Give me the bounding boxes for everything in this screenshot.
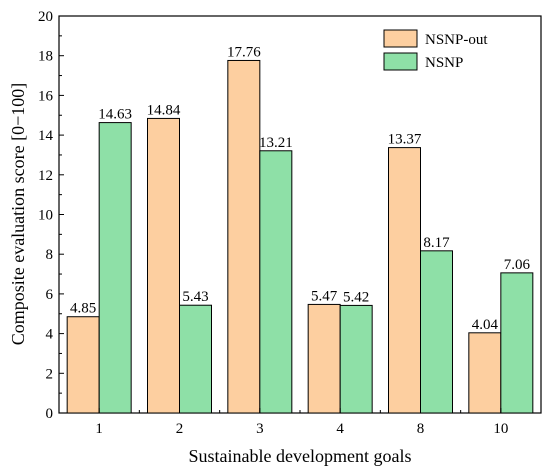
y-tick-label: 12 (38, 168, 53, 184)
legend: NSNP-out NSNP (383, 29, 488, 71)
bar-nsnp-goal-1 (98, 122, 132, 414)
bar-nsnp-out-goal-10 (468, 332, 502, 414)
data-label: 5.43 (182, 289, 208, 305)
data-label: 13.37 (388, 132, 422, 148)
bar-nsnp-out-goal-3 (227, 59, 261, 414)
y-tick-label: 6 (46, 287, 54, 303)
legend-label: NSNP (425, 55, 463, 71)
bar-nsnp-goal-2 (179, 304, 212, 414)
x-axis-title: Sustainable development goals (189, 446, 412, 466)
data-label: 8.17 (423, 235, 450, 251)
x-tick-label: 10 (493, 421, 508, 437)
data-label: 4.04 (472, 317, 499, 333)
y-tick-label: 10 (38, 208, 53, 224)
data-label: 14.84 (147, 102, 181, 118)
y-axis: 0 2 4 6 8 10 12 14 16 18 20 (38, 9, 64, 422)
bar-nsnp-goal-4 (339, 304, 373, 414)
x-tick-label: 2 (176, 421, 184, 437)
bar-nsnp-goal-3 (259, 150, 293, 414)
x-tick-label: 8 (417, 421, 425, 437)
data-label: 7.06 (504, 257, 531, 273)
legend-swatch-nsnp (383, 52, 418, 71)
bars-group (66, 59, 534, 414)
bar-nsnp-goal-8 (420, 250, 453, 414)
y-tick-label: 4 (46, 327, 54, 343)
y-tick-label: 0 (46, 406, 54, 422)
x-tick-label: 3 (256, 421, 264, 437)
bar-nsnp-out-goal-4 (307, 303, 341, 414)
x-axis: 1 2 3 4 8 10 (95, 408, 508, 437)
data-label: 4.85 (70, 301, 96, 317)
data-label: 17.76 (227, 44, 261, 60)
y-tick-label: 2 (46, 366, 54, 382)
y-tick-label: 8 (46, 247, 54, 263)
bar-nsnp-out-goal-8 (388, 147, 421, 414)
legend-swatch-nsnp-out (383, 29, 418, 48)
y-axis-title: Composite evaluation score [0−100] (8, 83, 28, 346)
bar-nsnp-out-goal-1 (66, 316, 100, 414)
bar-nsnp-out-goal-2 (147, 117, 180, 414)
y-tick-label: 16 (38, 88, 54, 104)
data-label: 14.63 (98, 107, 132, 123)
y-tick-label: 14 (38, 128, 54, 144)
x-tick-label: 4 (336, 421, 344, 437)
legend-label: NSNP-out (425, 32, 488, 48)
value-labels-group: 4.85 14.84 17.76 5.47 13.37 4.04 14.63 5.43 13.2… (70, 44, 530, 332)
bar-nsnp-goal-10 (500, 272, 534, 414)
data-label: 5.42 (343, 289, 369, 305)
y-tick-label: 20 (38, 9, 53, 25)
data-label: 5.47 (311, 288, 338, 304)
x-tick-label: 1 (95, 421, 103, 437)
data-label: 13.21 (259, 135, 293, 151)
y-tick-label: 18 (38, 49, 53, 65)
